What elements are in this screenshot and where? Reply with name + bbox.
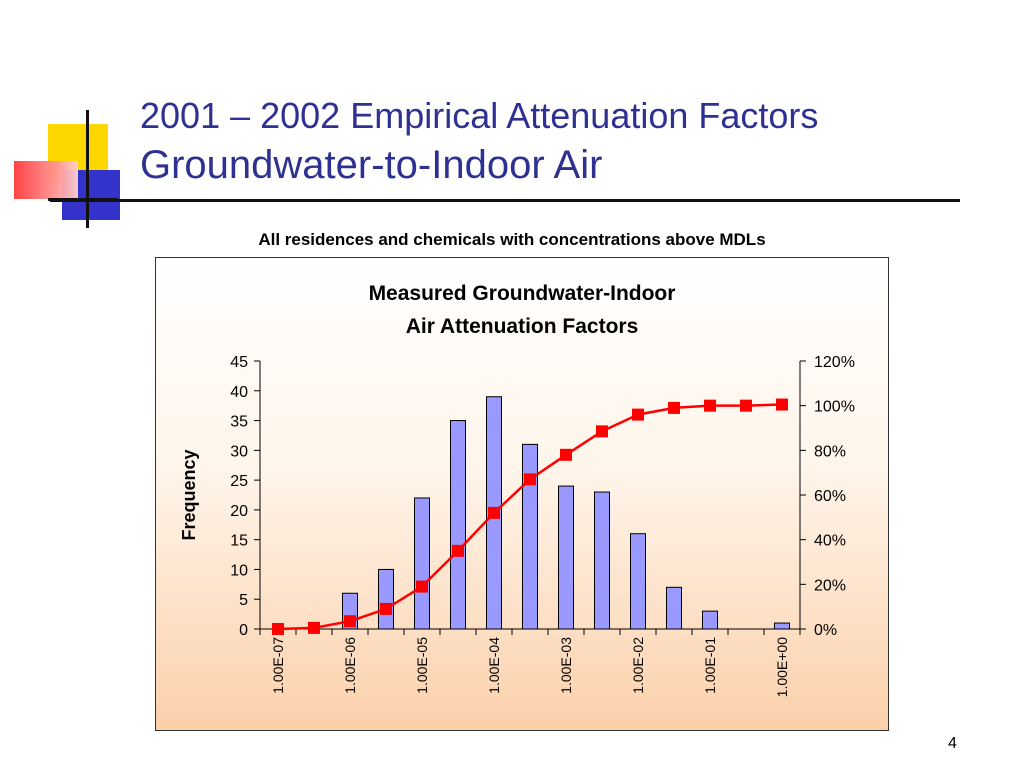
chart-svg: Measured Groundwater-Indoor Air Attenuati… (179, 282, 855, 697)
y-tick-label: 45 (230, 354, 248, 371)
y-tick-label: 10 (230, 562, 248, 579)
cumulative-marker (560, 448, 572, 461)
histogram-bar (414, 497, 430, 630)
cumulative-marker (416, 580, 428, 593)
chart-area: Measured Groundwater-Indoor Air Attenuati… (155, 257, 889, 731)
histogram-bar (702, 610, 718, 630)
decor-red-square (14, 161, 78, 199)
chart-title-line: Air Attenuation Factors (406, 315, 639, 338)
histogram-bar (558, 485, 574, 630)
cumulative-marker (740, 399, 752, 412)
x-tick-label: 1.00E-02 (630, 637, 646, 694)
y2-tick-label: 60% (814, 488, 846, 505)
y-tick-label: 5 (239, 592, 248, 609)
title-rule (50, 199, 960, 202)
histogram-bar (666, 586, 682, 630)
page-number: 4 (948, 735, 957, 752)
histogram-bar (594, 491, 610, 630)
axes-group (254, 360, 806, 635)
histogram-bar (450, 420, 466, 630)
y2-tick-label: 40% (814, 533, 846, 550)
chart-caption: All residences and chemicals with concen… (258, 230, 766, 249)
bars-group (342, 396, 790, 630)
y-tick-label: 40 (230, 384, 248, 401)
x-tick-label: 1.00E-05 (414, 637, 430, 694)
x-tick-label: 1.00E+00 (774, 637, 790, 698)
y-tick-label: 25 (230, 473, 248, 490)
cumulative-marker (776, 398, 788, 411)
decor-vertical-line (86, 110, 89, 228)
histogram-bar (630, 533, 646, 630)
cumulative-marker (380, 602, 392, 615)
histogram-bar (522, 443, 538, 630)
y-tick-label: 15 (230, 533, 248, 550)
labels-group: 0 5 10 15 20 25 30 35 40 45 0% 20% 40% 60% 80% 100% 120%… (179, 354, 855, 697)
cumulative-marker (704, 399, 716, 412)
y2-tick-label: 20% (814, 577, 846, 594)
cumulative-marker (308, 621, 320, 634)
slide-subtitle-title: Groundwater-to-Indoor Air (140, 143, 603, 187)
slide-title: 2001 – 2002 Empirical Attenuation Factor… (140, 95, 819, 136)
cumulative-marker (272, 623, 284, 635)
chart-title-line: Measured Groundwater-Indoor (369, 282, 676, 305)
cumulative-marker (344, 615, 356, 628)
cumulative-marker (524, 473, 536, 486)
y-tick-label: 35 (230, 414, 248, 431)
cumulative-marker (668, 401, 680, 414)
cumulative-marker (596, 425, 608, 438)
cumulative-marker (488, 506, 500, 519)
x-tick-label: 1.00E-03 (558, 637, 574, 694)
cumulative-line-group (272, 398, 788, 635)
cumulative-marker (632, 408, 644, 421)
histogram-bar (774, 622, 790, 630)
y2-tick-label: 120% (814, 354, 855, 371)
y-tick-label: 20 (230, 503, 248, 520)
y-axis-label: Frequency (179, 449, 199, 540)
x-tick-label: 1.00E-04 (486, 637, 502, 694)
x-tick-label: 1.00E-01 (702, 637, 718, 694)
y2-tick-label: 80% (814, 443, 846, 460)
cumulative-marker (452, 544, 464, 557)
x-tick-label: 1.00E-06 (342, 637, 358, 694)
y2-tick-label: 0% (814, 622, 837, 639)
y-tick-label: 30 (230, 443, 248, 460)
chart-title-group: Measured Groundwater-Indoor Air Attenuati… (369, 282, 676, 338)
x-tick-label: 1.00E-07 (270, 637, 286, 694)
y-tick-label: 0 (239, 622, 248, 639)
histogram-bar (378, 568, 394, 630)
y2-tick-label: 100% (814, 399, 855, 416)
